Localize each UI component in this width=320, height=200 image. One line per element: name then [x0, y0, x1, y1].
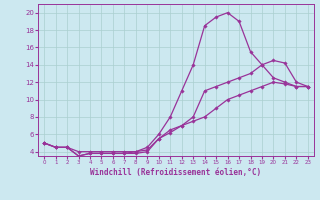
X-axis label: Windchill (Refroidissement éolien,°C): Windchill (Refroidissement éolien,°C)	[91, 168, 261, 177]
